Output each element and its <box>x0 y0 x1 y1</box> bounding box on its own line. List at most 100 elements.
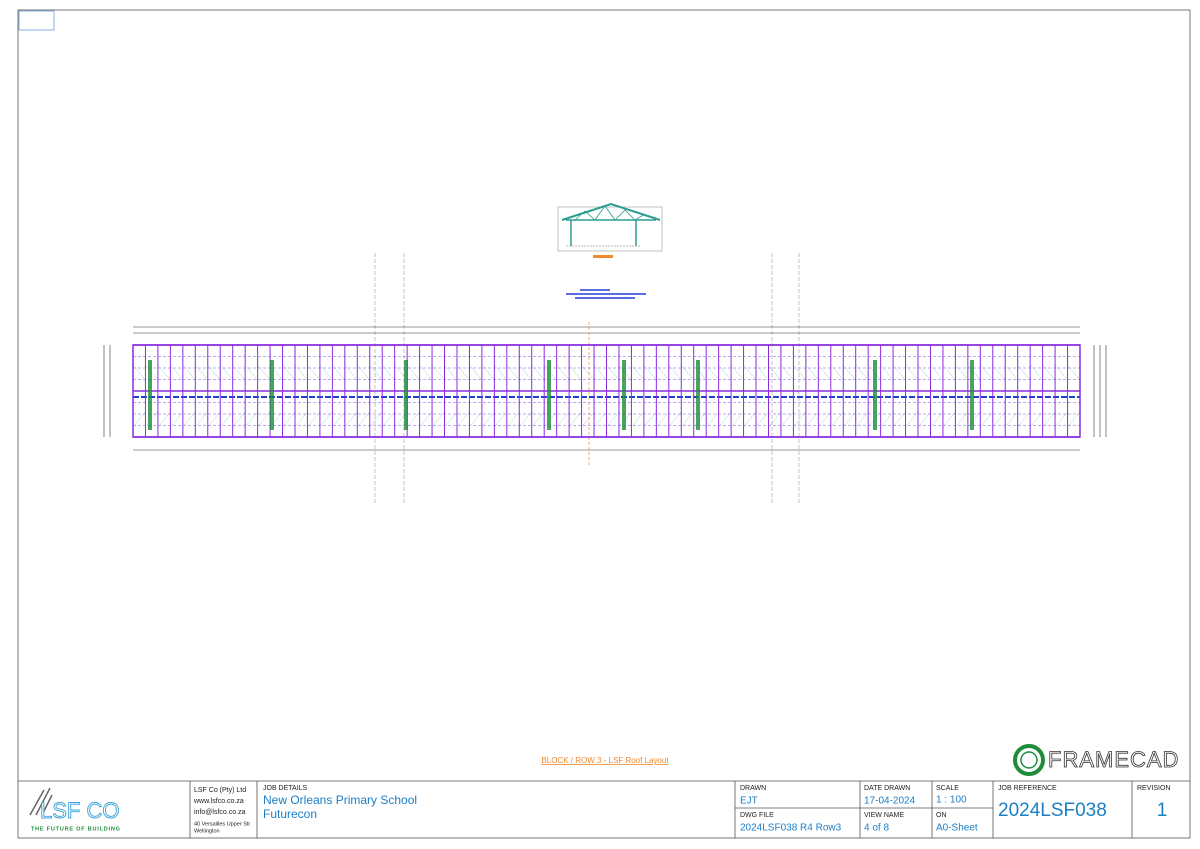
field-label: DATE DRAWN <box>864 785 910 792</box>
brace <box>755 411 769 428</box>
brace <box>942 364 956 381</box>
brace <box>631 364 645 381</box>
field-value: 17-04-2024 <box>864 796 916 807</box>
truss-girder <box>270 360 274 430</box>
brace <box>357 411 370 428</box>
brace <box>332 411 345 428</box>
brace <box>843 411 856 428</box>
company-address: Wellington <box>194 828 220 834</box>
brace <box>706 364 719 381</box>
brace <box>930 411 944 428</box>
brace <box>431 364 445 381</box>
project-name: New Orleans Primary School <box>263 793 417 807</box>
brace <box>980 364 993 381</box>
brace <box>668 364 682 381</box>
brace <box>855 411 869 428</box>
brace <box>481 411 495 428</box>
brace <box>880 411 894 428</box>
brace <box>170 364 183 381</box>
brace <box>643 364 657 381</box>
brace <box>780 364 794 381</box>
truss-girder <box>622 360 626 430</box>
lsf-logo: LSF CO THE FUTURE OF BUILDING <box>29 787 121 832</box>
field-value: 2024LSF038 R4 Row3 <box>740 823 842 834</box>
brace <box>220 411 233 428</box>
brace <box>581 411 595 428</box>
brace <box>718 364 732 381</box>
field-label: SCALE <box>936 785 959 792</box>
framecad-logo: FRAMECAD <box>1013 744 1179 776</box>
brace <box>282 411 296 428</box>
brace <box>406 364 420 381</box>
brace <box>519 364 532 381</box>
brace <box>481 364 495 381</box>
truss-girder <box>547 360 551 430</box>
brace <box>244 411 258 428</box>
brace <box>494 364 507 381</box>
brace <box>855 364 869 381</box>
brace <box>332 364 345 381</box>
truss-girder <box>404 360 408 430</box>
brace <box>930 364 944 381</box>
brace <box>581 364 595 381</box>
brace <box>606 364 620 381</box>
brace <box>319 411 333 428</box>
truss-girder <box>148 360 152 430</box>
brace <box>606 411 620 428</box>
field-label: DRAWN <box>740 785 766 792</box>
revision: 1 <box>1157 800 1168 821</box>
brace <box>232 364 246 381</box>
brace <box>506 364 520 381</box>
company-name: LSF Co (Pty) Ltd <box>194 787 246 794</box>
brace <box>805 364 819 381</box>
brace <box>743 411 757 428</box>
logo-tagline: THE FUTURE OF BUILDING <box>31 826 121 832</box>
brace <box>469 411 483 428</box>
brace <box>568 411 582 428</box>
brace <box>431 411 445 428</box>
brace <box>905 411 919 428</box>
brace <box>257 411 271 428</box>
brace <box>244 364 258 381</box>
brace <box>743 364 757 381</box>
brace <box>1042 411 1056 428</box>
brace <box>419 364 433 381</box>
job-reference: 2024LSF038 <box>998 800 1107 821</box>
brace <box>170 411 183 428</box>
brace <box>656 411 669 428</box>
brace <box>444 411 458 428</box>
brace <box>307 364 321 381</box>
brace <box>955 411 969 428</box>
brace <box>905 364 919 381</box>
brace <box>980 411 993 428</box>
field-value: 1 : 100 <box>936 795 967 806</box>
brace <box>344 411 358 428</box>
brand: FRAMECAD <box>1048 747 1179 772</box>
brace <box>1030 411 1043 428</box>
brace <box>531 364 545 381</box>
brace <box>942 411 956 428</box>
sheet-border <box>17 9 1191 839</box>
brace <box>282 364 296 381</box>
brace <box>1054 411 1068 428</box>
brace <box>668 411 682 428</box>
brace <box>307 411 321 428</box>
brace <box>818 364 831 381</box>
brace <box>755 364 769 381</box>
brace <box>382 364 395 381</box>
brace <box>917 411 931 428</box>
field-label: ON <box>936 812 947 819</box>
drawing-title: BLOCK / ROW 3 - LSF Roof Layout <box>541 756 669 765</box>
brace <box>681 411 694 428</box>
brace <box>1017 364 1031 381</box>
logo-name: LSF CO <box>40 798 119 823</box>
brace <box>656 364 669 381</box>
brace <box>132 364 146 381</box>
brace <box>195 411 208 428</box>
truss-girder <box>696 360 700 430</box>
brace <box>568 364 582 381</box>
brace <box>207 364 221 381</box>
truss-girder <box>873 360 877 430</box>
brace <box>1005 411 1018 428</box>
